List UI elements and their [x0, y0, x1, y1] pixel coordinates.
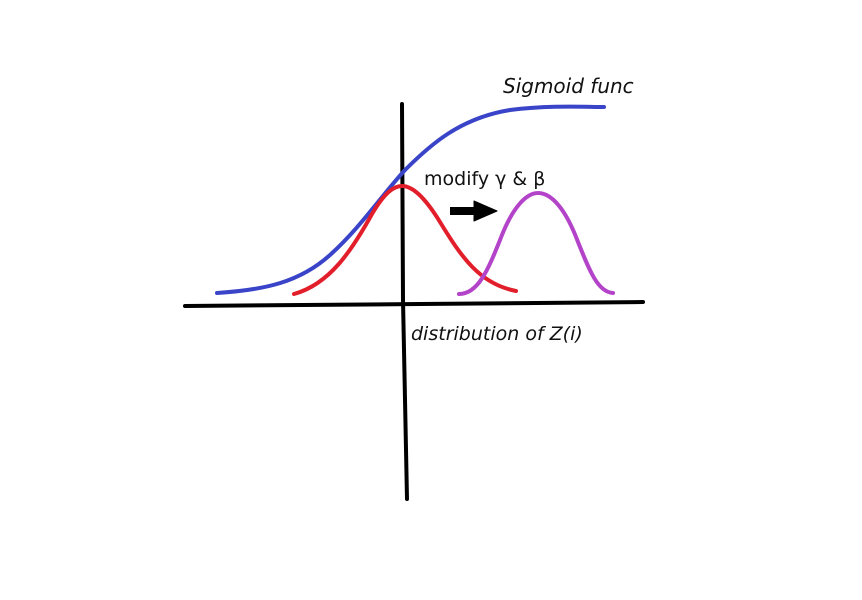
- x-axis: [183, 300, 645, 308]
- modify-gamma-beta-label: modify γ & β: [424, 168, 545, 190]
- right-arrow-icon: [450, 200, 498, 222]
- original-distribution-curve: [292, 183, 518, 296]
- distribution-label: distribution of Z(i): [411, 323, 583, 345]
- sigmoid-label: Sigmoid func: [503, 74, 634, 98]
- arrow-head: [473, 200, 498, 222]
- sigmoid-curve: [215, 104, 606, 295]
- y-axis: [400, 102, 409, 501]
- shifted-distribution-curve: [457, 190, 615, 296]
